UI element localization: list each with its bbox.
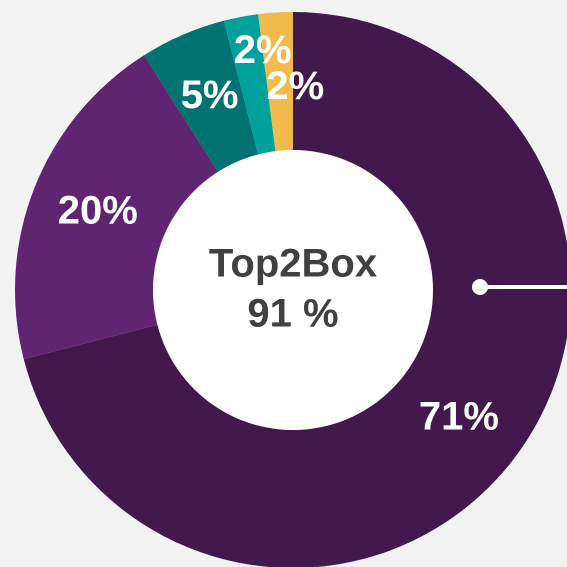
value-label: 2% bbox=[234, 28, 292, 72]
donut-hole bbox=[153, 150, 433, 430]
value-label: 71% bbox=[419, 394, 499, 438]
pointer-dot bbox=[472, 279, 488, 295]
value-label: 2% bbox=[266, 64, 324, 108]
value-label: 20% bbox=[58, 188, 138, 232]
center-value: 91 % bbox=[247, 292, 338, 336]
center-title: Top2Box bbox=[209, 242, 377, 286]
value-label: 5% bbox=[181, 73, 239, 117]
